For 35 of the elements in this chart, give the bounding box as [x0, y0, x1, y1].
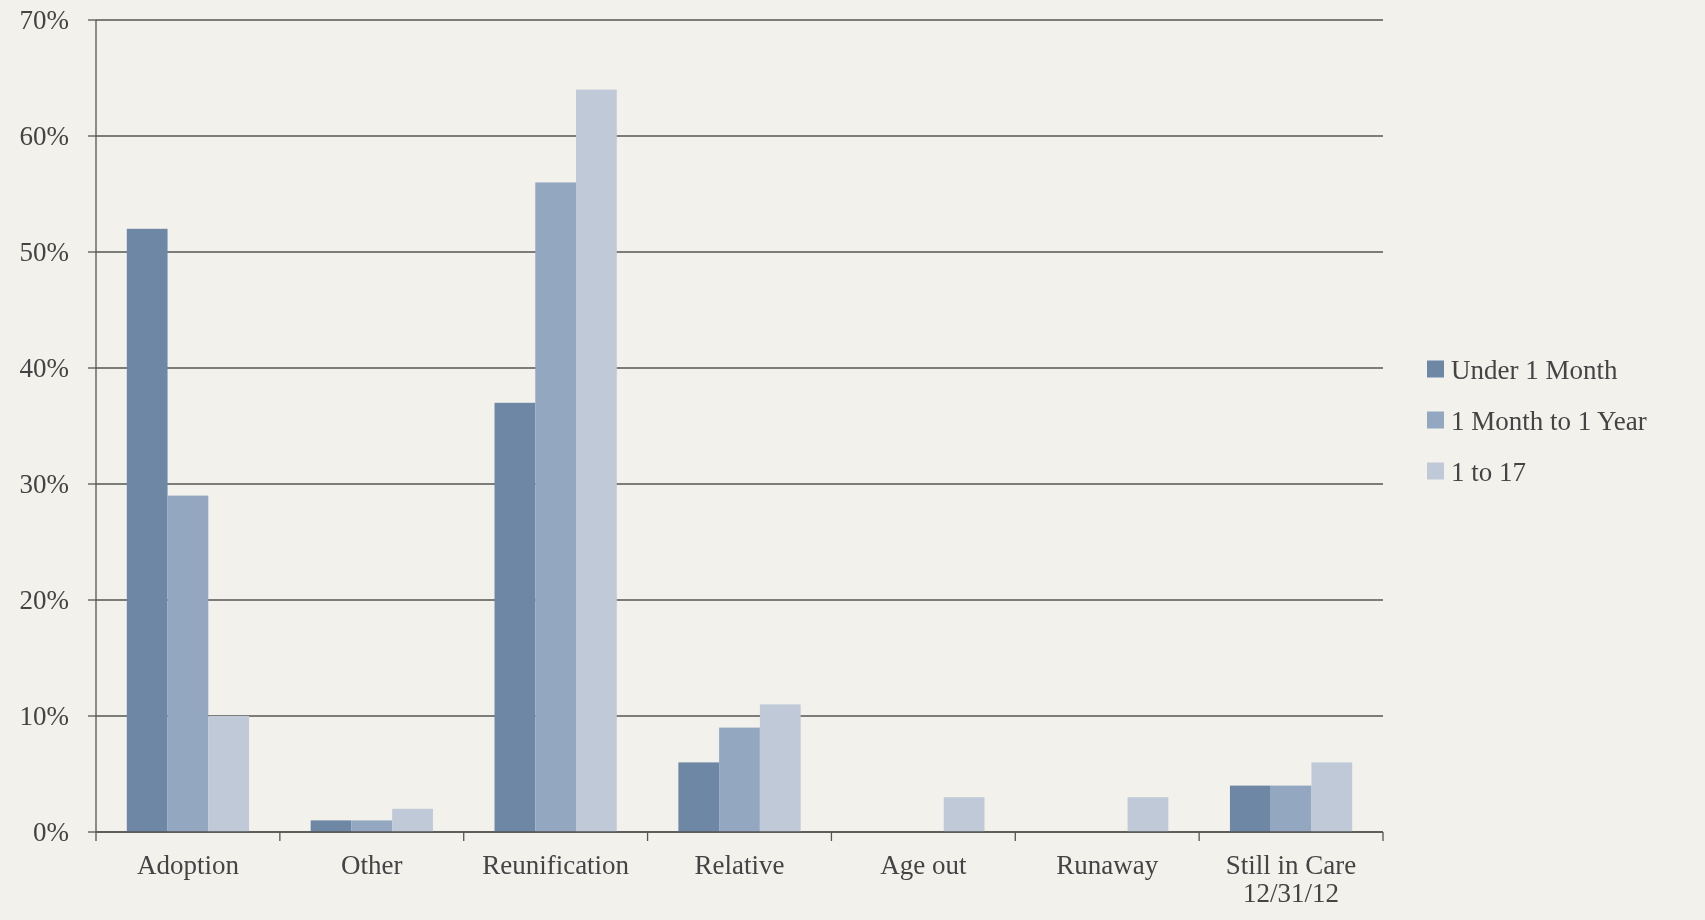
y-tick-label: 0% — [33, 817, 69, 848]
bar — [1311, 762, 1353, 832]
bar — [759, 704, 801, 832]
bar — [943, 797, 985, 832]
bar — [1229, 785, 1271, 832]
legend-label: 1 Month to 1 Year — [1451, 405, 1647, 436]
x-tick-label: Reunification — [482, 850, 630, 880]
bar — [535, 182, 577, 832]
x-tick-label: Age out — [880, 850, 967, 880]
y-tick-label: 50% — [19, 237, 69, 268]
y-tick-label: 10% — [19, 701, 69, 732]
bar — [208, 716, 250, 832]
bar — [678, 762, 720, 832]
y-tick-label: 20% — [19, 585, 69, 616]
x-tick-label: Still in Care 12/31/12 — [1225, 850, 1357, 909]
bar — [1270, 785, 1312, 832]
y-tick-label: 40% — [19, 353, 69, 384]
x-tick-label: Other — [341, 850, 403, 880]
y-tick-label: 70% — [19, 5, 69, 36]
bar — [392, 808, 433, 832]
bar — [719, 727, 760, 832]
bar — [576, 89, 617, 832]
bar — [126, 228, 168, 832]
legend-label: 1 to 17 — [1451, 456, 1527, 487]
bar — [351, 820, 393, 832]
x-tick-label: Adoption — [136, 850, 240, 880]
bar — [494, 402, 536, 832]
y-tick-label: 30% — [19, 469, 69, 500]
bar — [310, 820, 352, 832]
y-tick-label: 60% — [19, 121, 69, 152]
legend-label: Under 1 Month — [1451, 354, 1618, 385]
x-tick-label: Runaway — [1056, 850, 1159, 880]
bar — [167, 495, 209, 832]
x-tick-label: Relative — [694, 850, 785, 880]
bar — [1127, 797, 1169, 832]
